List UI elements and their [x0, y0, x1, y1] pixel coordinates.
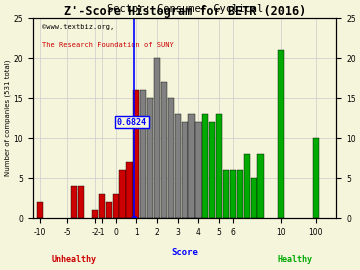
- Text: Sector: Consumer Cyclical: Sector: Consumer Cyclical: [107, 4, 263, 14]
- Bar: [120, 170, 126, 218]
- Bar: [113, 194, 119, 218]
- Text: 0.6824: 0.6824: [117, 118, 147, 127]
- Text: Healthy: Healthy: [278, 255, 312, 264]
- Bar: [105, 202, 112, 218]
- Text: The Research Foundation of SUNY: The Research Foundation of SUNY: [42, 42, 174, 48]
- Bar: [140, 90, 146, 218]
- Text: ©www.textbiz.org,: ©www.textbiz.org,: [42, 24, 114, 30]
- Bar: [181, 122, 188, 218]
- Bar: [126, 162, 132, 218]
- Bar: [278, 50, 284, 218]
- Bar: [154, 58, 160, 218]
- Title: Z'-Score Histogram for BETR (2016): Z'-Score Histogram for BETR (2016): [63, 5, 306, 18]
- Bar: [71, 186, 77, 218]
- Bar: [223, 170, 229, 218]
- Bar: [175, 114, 181, 218]
- Bar: [161, 82, 167, 218]
- Bar: [78, 186, 84, 218]
- Bar: [99, 194, 105, 218]
- Bar: [209, 122, 215, 218]
- Bar: [230, 170, 236, 218]
- Bar: [313, 138, 319, 218]
- Bar: [237, 170, 243, 218]
- Bar: [188, 114, 195, 218]
- Bar: [147, 98, 153, 218]
- Y-axis label: Number of companies (531 total): Number of companies (531 total): [4, 60, 11, 177]
- Bar: [168, 98, 174, 218]
- Bar: [202, 114, 208, 218]
- Bar: [216, 114, 222, 218]
- Text: Unhealthy: Unhealthy: [52, 255, 97, 264]
- Bar: [251, 178, 257, 218]
- Bar: [195, 122, 202, 218]
- Bar: [257, 154, 264, 218]
- Bar: [37, 202, 43, 218]
- Bar: [244, 154, 250, 218]
- Bar: [92, 210, 98, 218]
- Bar: [133, 90, 139, 218]
- X-axis label: Score: Score: [171, 248, 198, 257]
